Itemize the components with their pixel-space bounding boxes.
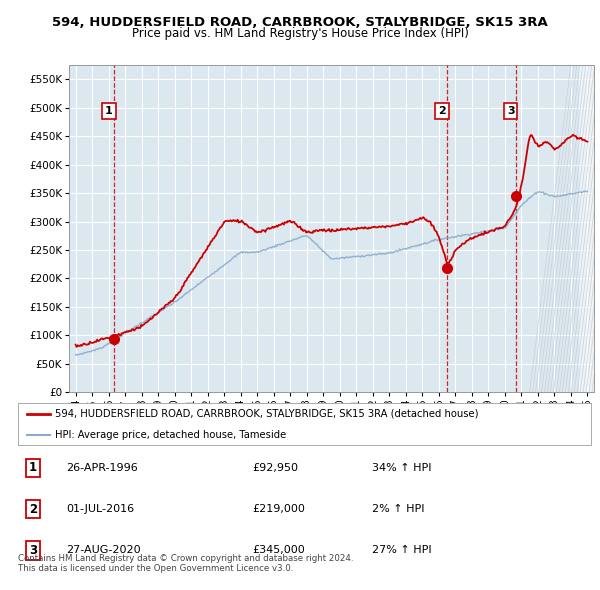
Text: 3: 3 xyxy=(29,544,37,557)
Text: 1: 1 xyxy=(105,106,113,116)
Text: Price paid vs. HM Land Registry's House Price Index (HPI): Price paid vs. HM Land Registry's House … xyxy=(131,27,469,40)
Text: £345,000: £345,000 xyxy=(252,546,305,555)
Text: HPI: Average price, detached house, Tameside: HPI: Average price, detached house, Tame… xyxy=(55,430,286,440)
Text: 01-JUL-2016: 01-JUL-2016 xyxy=(66,504,134,514)
Text: 26-APR-1996: 26-APR-1996 xyxy=(66,463,138,473)
Text: £219,000: £219,000 xyxy=(252,504,305,514)
Text: 3: 3 xyxy=(507,106,515,116)
Text: 1: 1 xyxy=(29,461,37,474)
Text: 27-AUG-2020: 27-AUG-2020 xyxy=(66,546,140,555)
Text: 34% ↑ HPI: 34% ↑ HPI xyxy=(372,463,431,473)
Text: Contains HM Land Registry data © Crown copyright and database right 2024.
This d: Contains HM Land Registry data © Crown c… xyxy=(18,554,353,573)
Text: 594, HUDDERSFIELD ROAD, CARRBROOK, STALYBRIDGE, SK15 3RA: 594, HUDDERSFIELD ROAD, CARRBROOK, STALY… xyxy=(52,16,548,29)
Text: 2: 2 xyxy=(29,503,37,516)
Text: 2% ↑ HPI: 2% ↑ HPI xyxy=(372,504,425,514)
Text: £92,950: £92,950 xyxy=(252,463,298,473)
Text: 2: 2 xyxy=(438,106,446,116)
Text: 27% ↑ HPI: 27% ↑ HPI xyxy=(372,546,431,555)
Text: 594, HUDDERSFIELD ROAD, CARRBROOK, STALYBRIDGE, SK15 3RA (detached house): 594, HUDDERSFIELD ROAD, CARRBROOK, STALY… xyxy=(55,409,479,418)
